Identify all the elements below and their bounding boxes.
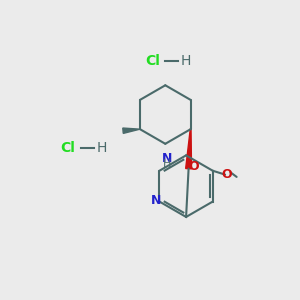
Text: H: H [163, 159, 171, 169]
Polygon shape [186, 129, 191, 169]
Text: Cl: Cl [60, 141, 75, 155]
Text: O: O [189, 160, 199, 173]
Text: N: N [150, 194, 161, 207]
Text: H: H [181, 54, 191, 68]
Text: Cl: Cl [145, 54, 160, 68]
Text: H: H [96, 141, 106, 155]
Text: O: O [221, 168, 232, 181]
Polygon shape [123, 128, 140, 134]
Text: N: N [162, 152, 172, 164]
